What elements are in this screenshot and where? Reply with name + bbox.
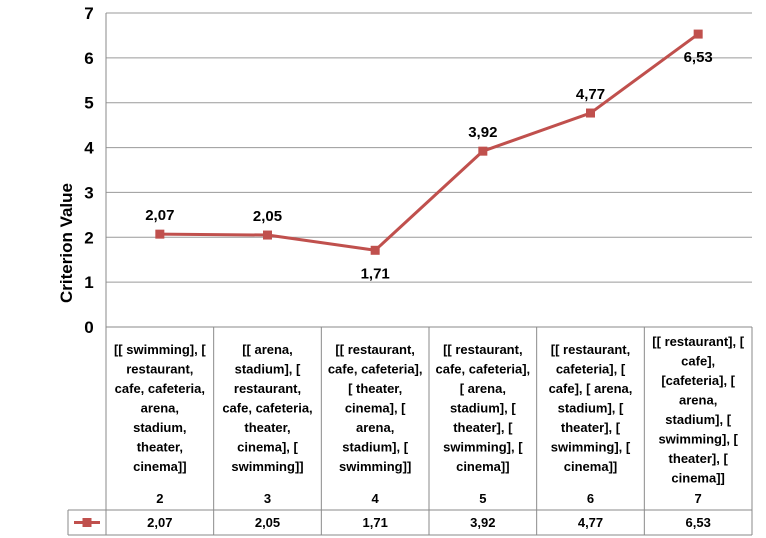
category-label-line: [[ restaurant, [551, 342, 630, 357]
category-label-line: swimming]] [231, 459, 303, 474]
category-label-line: theater, [244, 420, 290, 435]
data-point-marker [693, 29, 703, 39]
y-tick-label: 4 [84, 139, 94, 158]
category-label-line: cafe, cafeteria, [222, 401, 312, 416]
category-label-line: [cafeteria], [ [661, 373, 735, 388]
y-tick-label: 3 [84, 183, 93, 202]
category-label-line: swimming], [ [551, 440, 631, 455]
category-label-line: swimming], [ [443, 440, 523, 455]
y-tick-label: 7 [84, 4, 93, 23]
y-tick-label: 6 [84, 49, 93, 68]
category-label-line: cinema]] [133, 459, 186, 474]
category-label-line: arena, [356, 420, 394, 435]
category-label-line: cinema]] [671, 471, 724, 486]
category-label-line: restaurant, [234, 381, 301, 396]
y-tick-label: 5 [84, 94, 93, 113]
data-point-marker [586, 108, 595, 118]
category-label-line: cinema]] [564, 459, 617, 474]
category-label-line: stadium], [ [665, 412, 731, 427]
category-label-line: [[ restaurant], [ [652, 334, 744, 349]
category-label-line: stadium], [ [235, 362, 301, 377]
table-value: 2,05 [255, 515, 280, 530]
category-label-line: cinema]] [456, 459, 509, 474]
category-label-line: stadium], [ [342, 440, 408, 455]
data-label: 3,92 [468, 124, 497, 141]
data-label: 4,77 [576, 86, 605, 103]
category-label-line: cafe], [ arena, [549, 381, 633, 396]
category-label-line: theater, [137, 440, 183, 455]
data-label: 6,53 [684, 49, 713, 66]
category-label-line: restaurant, [126, 362, 193, 377]
data-point-marker [370, 245, 380, 255]
category-label-line: cinema], [ [237, 440, 298, 455]
category-label-line: stadium], [ [450, 401, 516, 416]
x-category-number: 6 [587, 491, 594, 506]
data-point-marker [478, 146, 488, 156]
x-category-number: 7 [695, 491, 702, 506]
category-label-line: cafe], [681, 354, 715, 369]
y-tick-label: 2 [84, 228, 93, 247]
y-tick-label: 1 [84, 273, 93, 292]
table-value: 3,92 [470, 515, 495, 530]
table-value: 6,53 [686, 515, 711, 530]
series-line [159, 32, 700, 252]
legend-marker [82, 518, 92, 527]
data-point-marker [155, 229, 165, 239]
x-category-number: 4 [372, 491, 380, 506]
category-label-line: stadium, [133, 420, 186, 435]
category-label-line: cafe, cafeteria], [328, 362, 423, 377]
category-label-line: cinema], [ [345, 401, 406, 416]
data-point-marker [263, 230, 272, 240]
table-value: 2,07 [147, 515, 172, 530]
category-label-line: [[ arena, [242, 342, 293, 357]
category-label-line: cafe, cafeteria], [435, 362, 530, 377]
category-label-line: cafe, cafeteria, [115, 381, 205, 396]
category-label-line: arena, [679, 393, 717, 408]
y-tick-label: 0 [84, 318, 93, 337]
category-label-line: [ theater, [348, 381, 402, 396]
category-label-line: arena, [141, 401, 179, 416]
x-category-number: 3 [264, 491, 271, 506]
y-axis-label: Criterion Value [57, 183, 76, 303]
category-label-line: theater], [ [669, 451, 729, 466]
category-label-line: [[ restaurant, [335, 342, 414, 357]
category-label-line: swimming]] [339, 459, 411, 474]
category-label-line: theater], [ [561, 420, 621, 435]
data-label: 2,07 [145, 207, 174, 224]
category-label-line: cafeteria], [ [556, 362, 626, 377]
category-label-line: theater], [ [453, 420, 513, 435]
data-label: 2,05 [253, 208, 282, 225]
category-label-line: [ arena, [460, 381, 506, 396]
data-label: 1,71 [361, 265, 390, 282]
table-value: 1,71 [363, 515, 388, 530]
x-category-number: 2 [156, 491, 163, 506]
category-label-line: stadium], [ [558, 401, 624, 416]
table-value: 4,77 [578, 515, 603, 530]
category-label-line: [[ restaurant, [443, 342, 522, 357]
category-label-line: [[ swimming], [ [114, 342, 206, 357]
x-category-number: 5 [479, 491, 486, 506]
category-label-line: swimming], [ [658, 432, 738, 447]
